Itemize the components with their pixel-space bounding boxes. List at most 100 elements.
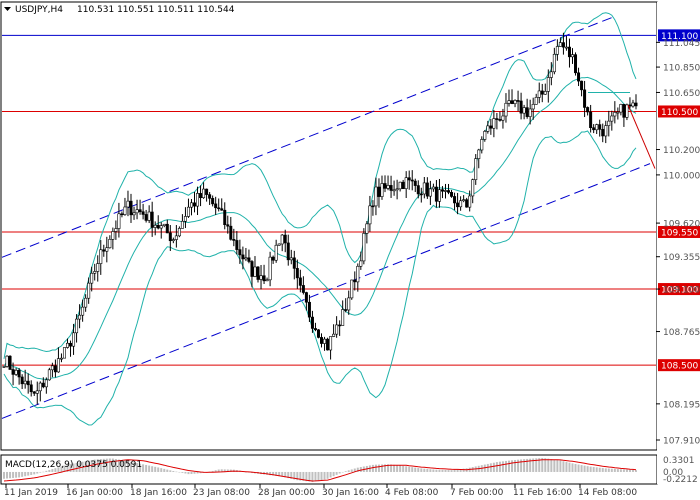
macd-histogram-bar	[583, 465, 586, 472]
candle-body	[422, 182, 426, 195]
candle-body	[66, 342, 70, 348]
bollinger-bands	[3, 12, 637, 426]
macd-histogram-bar	[302, 471, 305, 481]
candle-body	[459, 200, 463, 208]
candle-body	[41, 382, 45, 388]
macd-histogram-bar	[169, 470, 172, 472]
macd-histogram-bar	[311, 471, 314, 482]
candle-body	[35, 390, 39, 394]
candle-body	[440, 189, 444, 192]
macd-axis-label: -0.2212	[663, 475, 698, 485]
macd-histogram-bar	[438, 469, 441, 472]
macd-histogram-bar	[550, 459, 553, 472]
dropdown-triangle-icon[interactable]	[4, 7, 11, 11]
candle-body	[392, 189, 396, 192]
main-plot-frame	[0, 1, 658, 451]
candle-body	[613, 112, 617, 117]
candle-body	[468, 195, 472, 208]
macd-histogram-bar	[93, 459, 96, 472]
level-tag-bg-108.500	[658, 359, 700, 372]
macd-histogram-bar	[15, 471, 18, 478]
macd-histogram-bar	[223, 469, 226, 472]
candle-body	[601, 129, 605, 137]
candle-body	[631, 102, 635, 107]
candle-body	[277, 243, 281, 246]
x-tick-label: 30 Jan 16:00	[322, 488, 379, 498]
candle-body	[492, 118, 496, 129]
candle-body	[138, 209, 142, 213]
candle-body	[153, 224, 157, 228]
macd-histogram-bar	[456, 469, 459, 472]
macd-histogram-bar	[27, 471, 30, 476]
candle-body	[11, 369, 15, 375]
macd-histogram-bar	[607, 468, 610, 472]
macd-histogram-bar	[568, 462, 571, 472]
macd-histogram-bar	[562, 461, 565, 472]
macd-histogram-bar	[130, 461, 133, 472]
macd-histogram-bar	[444, 469, 447, 472]
candle-body	[510, 100, 514, 104]
candle-body	[320, 337, 324, 344]
candle-body	[81, 306, 85, 316]
candle-body	[586, 107, 590, 113]
macd-histogram-bar	[631, 469, 634, 472]
macd-histogram-bar	[414, 467, 417, 472]
macd-histogram-bar	[577, 464, 580, 472]
candle-body	[123, 206, 127, 215]
candle-body	[229, 225, 233, 240]
candle-body	[159, 225, 163, 229]
macd-histogram-bar	[541, 457, 544, 472]
candle-body	[313, 328, 317, 331]
macd-histogram-bar	[384, 464, 387, 472]
candle-body	[274, 244, 278, 261]
macd-histogram-bar	[166, 469, 169, 472]
level-tag-bg-111.100	[658, 29, 700, 42]
candle-body	[84, 297, 88, 308]
candle-body	[244, 257, 248, 260]
macd-histogram-bar	[511, 460, 514, 472]
candle-body	[329, 336, 333, 351]
forecast-arrow	[588, 91, 656, 169]
macd-histogram-bar	[181, 471, 184, 473]
macd-histogram-bar	[396, 465, 399, 472]
macd-histogram-bar	[102, 458, 105, 472]
macd-histogram-bar	[486, 463, 489, 472]
macd-histogram-bar	[556, 459, 559, 472]
y-tick-label: 110.000	[663, 171, 700, 181]
candle-body	[211, 198, 215, 205]
macd-signal-line	[3, 459, 637, 482]
candle-body	[289, 257, 293, 261]
candle-body	[471, 179, 475, 197]
candle-body	[2, 366, 6, 368]
candle-body	[483, 131, 487, 140]
macd-histogram-bar	[504, 460, 507, 472]
x-tick-label: 28 Jan 00:00	[258, 488, 315, 498]
macd-histogram-bar	[402, 465, 405, 472]
candle-body	[32, 391, 36, 394]
candle-body	[78, 314, 82, 320]
candle-body	[316, 329, 320, 338]
candle-body	[29, 384, 33, 393]
candle-body	[5, 355, 9, 367]
candle-body	[50, 365, 54, 371]
candle-body	[362, 233, 366, 262]
macd-histogram-bar	[350, 469, 353, 472]
macd-histogram-bar	[9, 471, 12, 479]
macd-histogram-bar	[429, 469, 432, 472]
macd-histogram-bar	[344, 471, 347, 472]
macd-histogram-bar	[290, 471, 293, 479]
macd-histogram-bar	[544, 458, 547, 472]
candle-body	[401, 181, 405, 190]
candle-body	[552, 53, 556, 73]
candle-body	[583, 89, 587, 108]
candle-body	[341, 309, 345, 326]
macd-histogram-bar	[48, 469, 51, 472]
macd-histogram-bar	[108, 458, 111, 472]
macd-histogram-bar	[625, 469, 628, 472]
macd-histogram-bar	[335, 471, 338, 475]
x-tick-label: 7 Feb 00:00	[450, 488, 504, 498]
candle-body	[534, 97, 538, 105]
candle-body	[111, 231, 115, 240]
candle-body	[20, 376, 24, 385]
macd-histogram-bar	[21, 471, 24, 477]
